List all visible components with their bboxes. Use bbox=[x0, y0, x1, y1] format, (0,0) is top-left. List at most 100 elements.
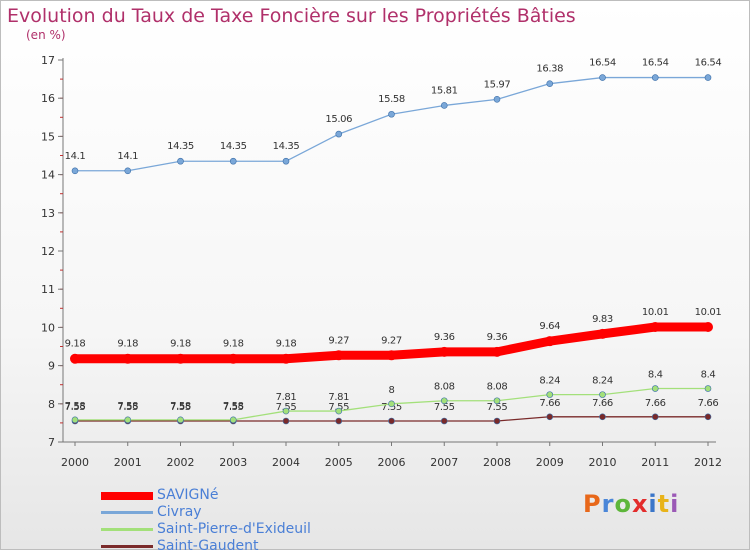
x-tick-label: 2010 bbox=[589, 456, 617, 469]
data-label: 15.97 bbox=[484, 79, 511, 90]
data-label: 7.55 bbox=[276, 402, 297, 413]
data-label: 9.36 bbox=[434, 332, 455, 343]
proxiti-logo: Proxiti bbox=[583, 490, 679, 518]
data-point bbox=[493, 397, 501, 405]
chart-title: Evolution du Taux de Taxe Foncière sur l… bbox=[7, 5, 576, 27]
x-tick-label: 2003 bbox=[219, 456, 247, 469]
data-point bbox=[282, 417, 290, 425]
data-label: 16.38 bbox=[536, 64, 563, 75]
x-tick-label: 2002 bbox=[167, 456, 195, 469]
x-tick-label: 2012 bbox=[694, 456, 722, 469]
data-label: 9.18 bbox=[170, 339, 191, 350]
data-label: 7.55 bbox=[223, 402, 244, 413]
data-label: 9.18 bbox=[276, 339, 297, 350]
data-point bbox=[229, 416, 237, 424]
data-label: 8.24 bbox=[539, 376, 560, 387]
data-point bbox=[493, 96, 501, 103]
data-label: 9.18 bbox=[223, 339, 244, 350]
legend-swatch bbox=[101, 545, 153, 548]
data-label: 14.35 bbox=[167, 141, 194, 152]
legend-swatch bbox=[101, 528, 153, 531]
x-tick-label: 2009 bbox=[536, 456, 564, 469]
data-label: 16.54 bbox=[695, 58, 722, 69]
logo-letter: r bbox=[601, 490, 615, 518]
data-label: 7.58 bbox=[117, 401, 138, 412]
x-tick-label: 2000 bbox=[61, 456, 89, 469]
data-label: 7.55 bbox=[328, 402, 349, 413]
series-2: 7.58 7.58 7.58 7.58 7.81 7.81 8 8.08 8.08 8.24 8.2… bbox=[65, 370, 716, 424]
data-label: 7.55 bbox=[65, 402, 86, 413]
data-point bbox=[703, 322, 713, 333]
data-point bbox=[177, 157, 184, 165]
data-point bbox=[388, 417, 395, 425]
data-label: 16.54 bbox=[589, 58, 616, 69]
data-label: 7.58 bbox=[65, 401, 86, 412]
data-point bbox=[599, 74, 606, 81]
data-point bbox=[71, 416, 79, 424]
y-tick-label: 9 bbox=[48, 360, 55, 373]
y-tick-label: 8 bbox=[48, 398, 55, 411]
legend-label: Civray bbox=[157, 504, 202, 520]
data-point bbox=[544, 336, 555, 347]
data-label: 9.27 bbox=[381, 335, 402, 346]
series-layer: 7.55 7.55 7.55 7.55 7.55 7.55 7.55 7.55 7.55 7.66… bbox=[65, 58, 722, 425]
data-label: 7.55 bbox=[434, 402, 455, 413]
data-label: 14.35 bbox=[220, 141, 247, 152]
data-label: 8.08 bbox=[434, 382, 455, 393]
legend-swatch bbox=[101, 511, 153, 514]
data-point bbox=[388, 400, 395, 408]
data-label: 7.66 bbox=[539, 398, 560, 409]
logo-letter: x bbox=[631, 490, 649, 518]
y-tick-label: 16 bbox=[41, 92, 55, 105]
data-label: 7.81 bbox=[328, 392, 349, 403]
x-tick-label: 2001 bbox=[114, 456, 142, 469]
data-label: 7.55 bbox=[381, 402, 402, 413]
data-point bbox=[335, 130, 343, 138]
data-label: 8.24 bbox=[592, 376, 613, 387]
data-point bbox=[281, 353, 291, 364]
x-tick-label: 2007 bbox=[430, 456, 458, 469]
data-label: 14.35 bbox=[273, 141, 300, 152]
data-label: 7.55 bbox=[170, 402, 191, 413]
data-point bbox=[704, 74, 712, 81]
data-label: 7.66 bbox=[698, 398, 719, 409]
legend-label: SAVIGNé bbox=[157, 487, 219, 503]
series-1: 14.1 14.1 14.35 14.35 14.35 15.06 15.58 15.81 15… bbox=[65, 58, 722, 175]
data-point bbox=[493, 417, 501, 425]
x-tick-label: 2005 bbox=[325, 456, 353, 469]
data-label: 15.81 bbox=[431, 85, 458, 96]
x-tick-label: 2006 bbox=[378, 456, 406, 469]
data-point bbox=[440, 102, 448, 109]
data-label: 8 bbox=[389, 385, 395, 396]
data-label: 8.08 bbox=[487, 382, 508, 393]
data-point bbox=[439, 346, 450, 357]
data-point bbox=[546, 413, 554, 421]
data-label: 7.58 bbox=[223, 401, 244, 412]
x-tick-label: 2004 bbox=[272, 456, 300, 469]
data-label: 9.36 bbox=[487, 332, 508, 343]
series-0: 9.18 9.18 9.18 9.18 9.18 9.27 9.27 9.36 9.36 9.64… bbox=[65, 307, 722, 364]
data-label: 16.54 bbox=[642, 58, 669, 69]
data-point bbox=[282, 407, 290, 415]
data-point bbox=[546, 391, 554, 398]
data-label: 15.58 bbox=[378, 94, 405, 105]
y-tick-label: 10 bbox=[41, 321, 55, 334]
data-label: 9.64 bbox=[539, 321, 560, 332]
data-point bbox=[124, 416, 132, 424]
data-point bbox=[71, 167, 79, 175]
data-label: 8.4 bbox=[648, 370, 663, 381]
data-point bbox=[599, 413, 606, 421]
data-point bbox=[124, 167, 132, 175]
data-label: 7.66 bbox=[645, 398, 666, 409]
data-point bbox=[651, 413, 659, 421]
data-point bbox=[440, 397, 448, 405]
logo-letter: P bbox=[583, 490, 602, 518]
legend: SAVIGNé Civray Saint-Pierre-d'Exideuil S… bbox=[101, 487, 311, 555]
data-label: 7.81 bbox=[276, 392, 297, 403]
data-label: 9.18 bbox=[117, 339, 138, 350]
data-label: 9.18 bbox=[65, 339, 86, 350]
data-label: 7.55 bbox=[117, 402, 138, 413]
y-tick-label: 11 bbox=[41, 283, 55, 296]
data-point bbox=[386, 350, 397, 361]
